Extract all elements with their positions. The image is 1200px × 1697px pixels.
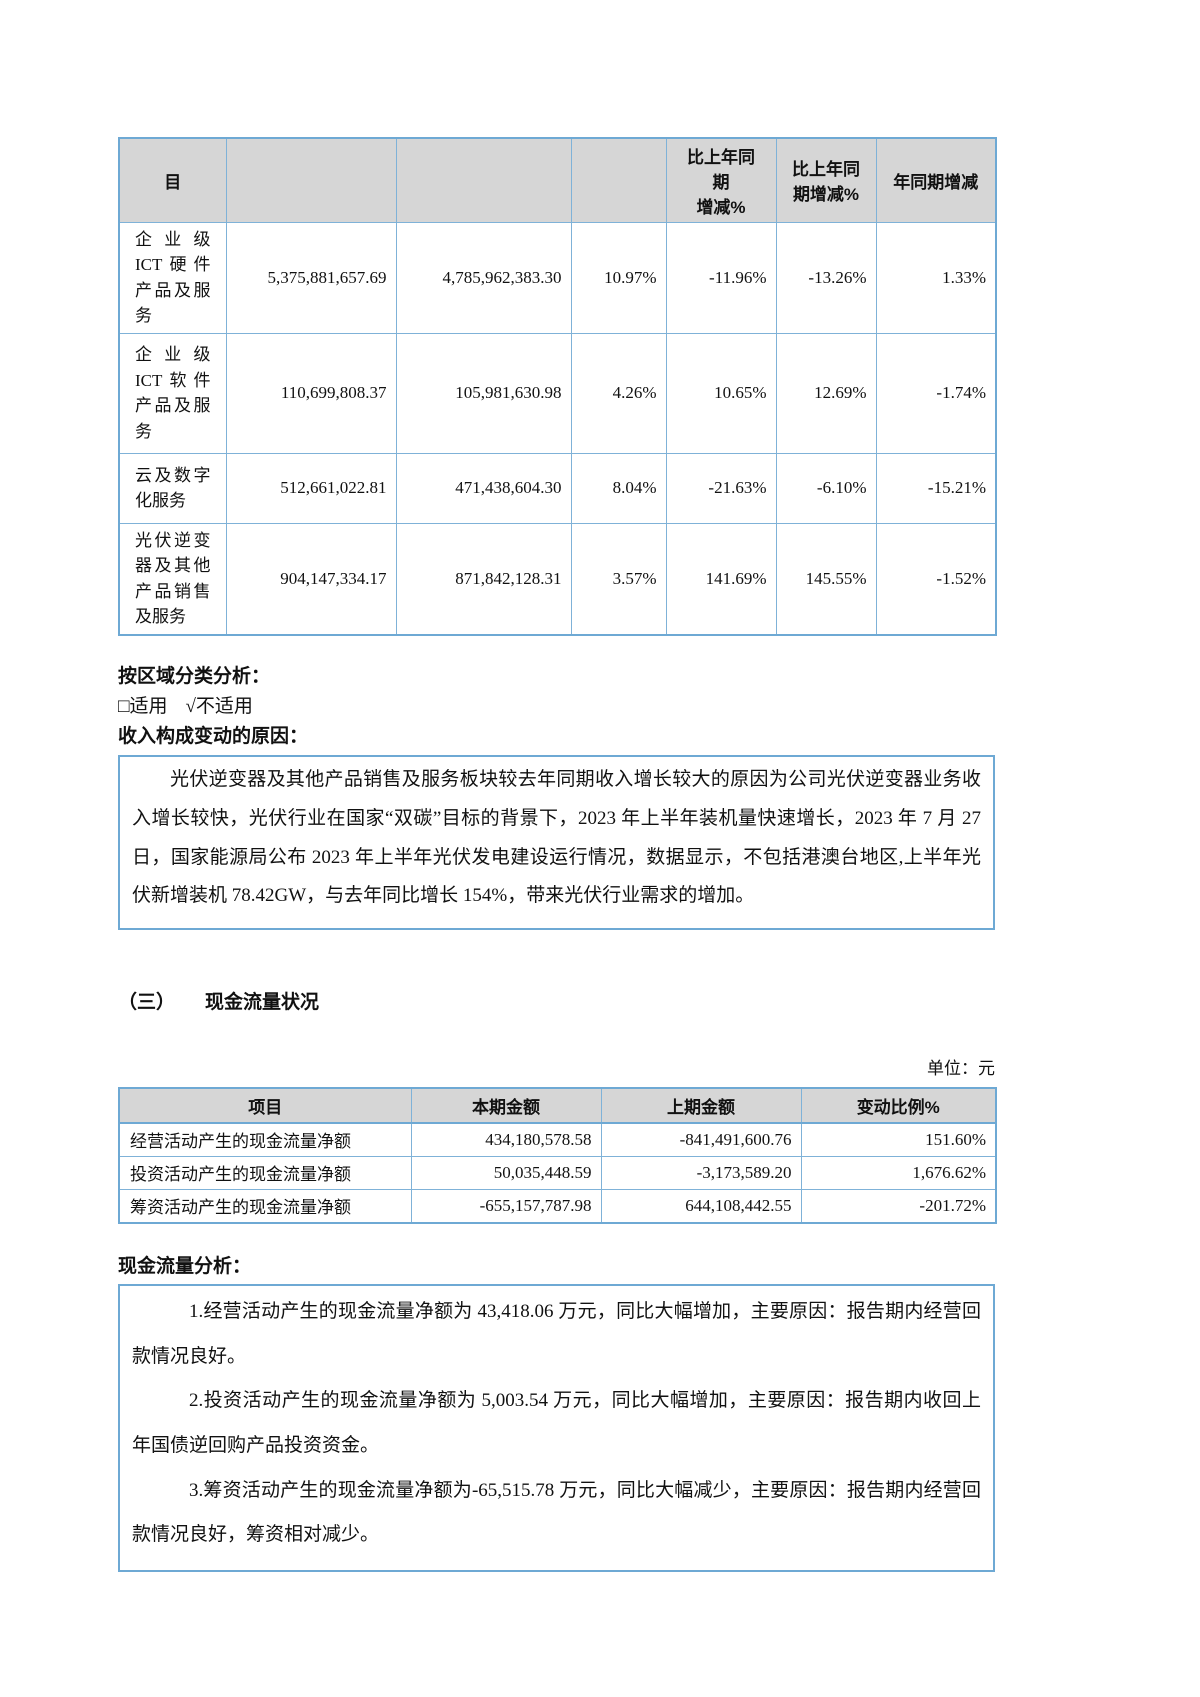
cashflow-analysis-box: 1.经营活动产生的现金流量净额为 43,418.06 万元，同比大幅增加，主要原… [118,1284,995,1572]
header-yoy-change-3: 年同期增减 [875,137,997,223]
header-yoy-change-2: 比上年同 期增减% [775,137,877,223]
header-item: 目 [118,137,227,223]
segment-table-header-row: 目 比上年同 期 增减% 比上年同 期增减% 年同期增减 [118,137,997,223]
segment-margin: 3.57% [570,522,667,635]
cashflow-analysis-heading: 现金流量分析： [118,1255,252,1277]
header-previous-amount: 上期金额 [600,1087,802,1124]
segment-margin: 8.04% [570,452,667,524]
not-applicable-checked-option: √不适用 [185,695,253,717]
cashflow-previous: -3,173,589.20 [600,1155,802,1190]
header-current-amount: 本期金额 [410,1087,602,1124]
cashflow-label: 经营活动产生的现金流量净额 [118,1122,412,1157]
segment-yoy-3: -1.74% [875,332,997,454]
cashflow-change: 151.60% [800,1122,997,1157]
cashflow-row-investing: 投资活动产生的现金流量净额 50,035,448.59 -3,173,589.2… [118,1155,997,1190]
segment-yoy-2: -13.26% [775,221,877,334]
segment-label: 企业级ICT软件产品及服务 [118,332,227,454]
table-row-cloud-digital: 云及数字化服务 512,661,022.81 471,438,604.30 8.… [118,452,997,524]
table-row-pv-inverter: 光伏逆变器及其他产品销售及服务 904,147,334.17 871,842,1… [118,522,997,635]
section-title: 现金流量状况 [205,992,320,1014]
segment-yoy-1: -11.96% [665,221,777,334]
revenue-reason-box: 光伏逆变器及其他产品销售及服务板块较去年同期收入增长较大的原因为公司光伏逆变器业… [118,754,995,931]
header-empty-3 [570,137,667,223]
segment-yoy-3: -15.21% [875,452,997,524]
cashflow-table: 项目 本期金额 上期金额 变动比例% 经营活动产生的现金流量净额 434,180… [118,1086,997,1224]
header-empty-2 [395,137,572,223]
cashflow-label: 投资活动产生的现金流量净额 [118,1155,412,1190]
cashflow-label: 筹资活动产生的现金流量净额 [118,1188,412,1224]
segment-previous-amount: 4,785,962,383.30 [395,221,572,334]
header-project: 项目 [118,1087,412,1124]
cashflow-row-operating: 经营活动产生的现金流量净额 434,180,578.58 -841,491,60… [118,1122,997,1157]
cashflow-change: 1,676.62% [800,1155,997,1190]
segment-previous-amount: 105,981,630.98 [395,332,572,454]
segment-previous-amount: 471,438,604.30 [395,452,572,524]
cashflow-current: -655,157,787.98 [410,1188,602,1224]
segment-margin: 4.26% [570,332,667,454]
segment-label: 企业级ICT硬件产品及服务 [118,221,227,334]
segment-yoy-1: 141.69% [665,522,777,635]
cashflow-current: 50,035,448.59 [410,1155,602,1190]
segment-current-amount: 512,661,022.81 [225,452,397,524]
segment-yoy-1: 10.65% [665,332,777,454]
applicability-line: □适用 √不适用 [118,692,995,722]
cashflow-current: 434,180,578.58 [410,1122,602,1157]
header-change-ratio: 变动比例% [800,1087,997,1124]
analysis-item-investing: 2.投资活动产生的现金流量净额为 5,003.54 万元，同比大幅增加，主要原因… [132,1390,981,1456]
header-yoy-change-1: 比上年同 期 增减% [665,137,777,223]
segment-current-amount: 110,699,808.37 [225,332,397,454]
segment-yoy-3: 1.33% [875,221,997,334]
segment-yoy-2: 145.55% [775,522,877,635]
cashflow-change: -201.72% [800,1188,997,1224]
cashflow-header-row: 项目 本期金额 上期金额 变动比例% [118,1087,997,1124]
segment-current-amount: 904,147,334.17 [225,522,397,635]
segment-previous-amount: 871,842,128.31 [395,522,572,635]
segment-yoy-2: 12.69% [775,332,877,454]
segment-yoy-2: -6.10% [775,452,877,524]
revenue-reason-paragraph: 光伏逆变器及其他产品销售及服务板块较去年同期收入增长较大的原因为公司光伏逆变器业… [132,768,981,907]
analysis-item-financing: 3.筹资活动产生的现金流量净额为-65,515.78 万元，同比大幅减少，主要原… [132,1479,981,1546]
document-page: 目 比上年同 期 增减% 比上年同 期增减% 年同期增减 企业级ICT硬件产品及… [118,0,997,1572]
unit-label: 单位：元 [927,1058,995,1078]
cashflow-previous: -841,491,600.76 [600,1122,802,1157]
cashflow-section-heading: （三） 现金流量状况 [118,988,995,1018]
analysis-item-operating: 1.经营活动产生的现金流量净额为 43,418.06 万元，同比大幅增加，主要原… [132,1301,981,1367]
segment-current-amount: 5,375,881,657.69 [225,221,397,334]
region-analysis-heading: 按区域分类分析： [118,665,271,687]
segment-revenue-table: 目 比上年同 期 增减% 比上年同 期增减% 年同期增减 企业级ICT硬件产品及… [118,137,997,636]
segment-label: 云及数字化服务 [118,452,227,524]
segment-yoy-1: -21.63% [665,452,777,524]
segment-label: 光伏逆变器及其他产品销售及服务 [118,522,227,635]
table-row-ict-software: 企业级ICT软件产品及服务 110,699,808.37 105,981,630… [118,332,997,454]
cashflow-previous: 644,108,442.55 [600,1188,802,1224]
revenue-reason-heading: 收入构成变动的原因： [118,726,309,748]
header-empty-1 [225,137,397,223]
segment-yoy-3: -1.52% [875,522,997,635]
applicable-checkbox-option: □适用 [118,695,168,717]
cashflow-row-financing: 筹资活动产生的现金流量净额 -655,157,787.98 644,108,44… [118,1188,997,1224]
segment-margin: 10.97% [570,221,667,334]
table-row-ict-hardware: 企业级ICT硬件产品及服务 5,375,881,657.69 4,785,962… [118,221,997,334]
section-index: （三） [118,992,176,1014]
